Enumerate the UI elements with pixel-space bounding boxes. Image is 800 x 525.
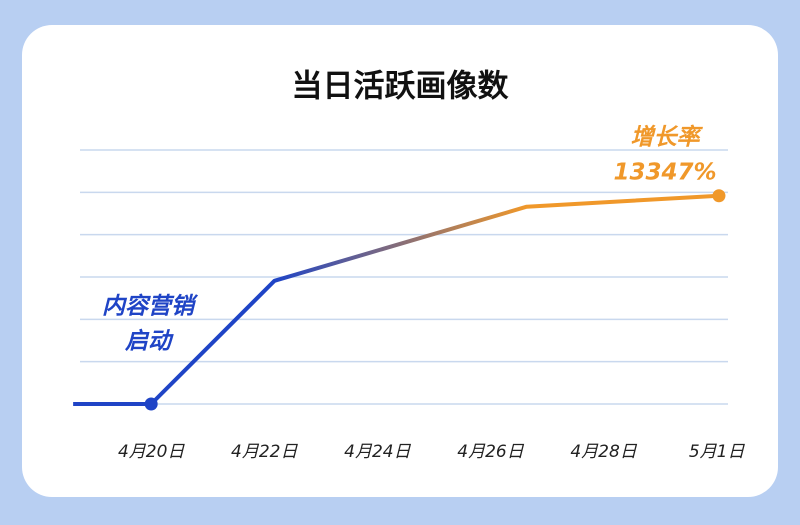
line [73,193,720,406]
x-tick-label: 4月28日 [570,442,637,462]
x-tick-label: 4月26日 [457,442,524,462]
point [144,397,158,411]
annotation: 启动 [124,329,174,355]
point [712,189,726,203]
x-tick-label: 4月24日 [344,442,411,462]
annotation: 13347% [613,160,716,186]
annotation: 增长率 [631,125,704,151]
card [22,25,778,497]
chart-title: 当日活跃画像数 [292,69,509,105]
x-tick-label: 4月22日 [231,442,298,462]
x-tick-label: 4月20日 [118,442,185,462]
annotation: 内容营销 [102,294,199,320]
x-tick-label: 5月1日 [689,442,746,462]
